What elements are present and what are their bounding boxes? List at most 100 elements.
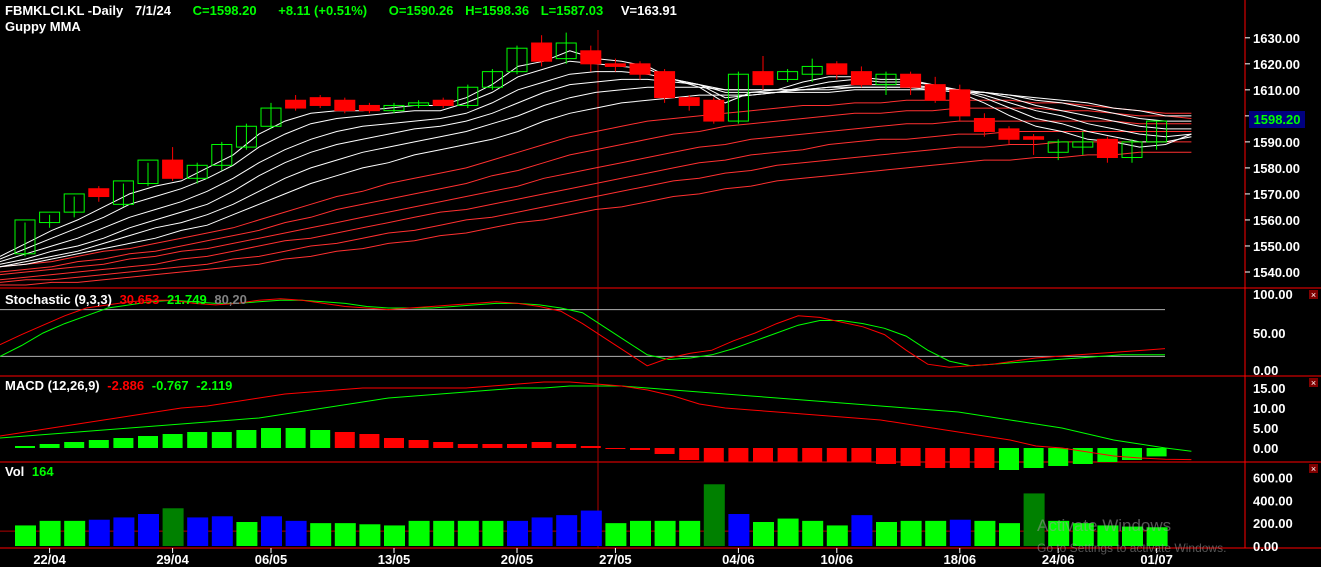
macd-histogram-bar [285, 428, 306, 448]
volume-bar [187, 517, 209, 546]
candle-body [678, 97, 700, 106]
volume-bar [507, 520, 528, 546]
volume-bar [900, 520, 922, 546]
volume-bar [1122, 526, 1143, 546]
price-tick-label: 1550.00 [1253, 239, 1300, 254]
candle-body [604, 63, 626, 67]
low-label: L=1587.03 [541, 3, 604, 18]
macd-histogram-bar [1048, 448, 1069, 466]
volume-close-button[interactable]: × [1309, 464, 1318, 474]
macd-histogram-bar [703, 448, 724, 462]
macd-histogram-bar [580, 446, 601, 448]
close-label: C=1598.20 [193, 3, 257, 18]
stochastic-levels: 80,20 [214, 292, 247, 307]
candle-body [481, 71, 503, 88]
long-mma-line [0, 131, 1192, 281]
macd-histogram-bar [384, 438, 404, 448]
volume-bar [802, 520, 824, 546]
stochastic-k-line [0, 298, 1166, 368]
time-axis: 22/04 29/04 06/05 13/05 20/05 27/05 04/06 10/06… [33, 548, 1173, 567]
candle-body [432, 99, 454, 106]
macd-tick-label: 5.00 [1253, 421, 1278, 436]
time-tick-label: 06/05 [255, 552, 288, 567]
macd-histogram-bar [531, 442, 552, 448]
volume-tick-label: 600.00 [1253, 470, 1293, 485]
volume-bar [949, 519, 971, 546]
guppy-long-mma [0, 99, 1192, 286]
short-mma-line [0, 78, 1192, 265]
candle-body [752, 71, 774, 86]
candle-body [457, 86, 479, 106]
candle-body [211, 143, 233, 166]
macd-histogram-bar [113, 438, 134, 448]
candle-body [531, 42, 553, 62]
volume-bar [679, 520, 701, 546]
volume-bar [457, 520, 479, 546]
volume-bar [433, 520, 455, 546]
macd-histogram-bar [556, 444, 577, 448]
candle-body [777, 71, 799, 80]
volume-bar [876, 522, 897, 546]
stochastic-close-button[interactable]: × [1309, 290, 1318, 300]
time-tick-label: 20/05 [501, 552, 534, 567]
volume-bar [236, 522, 258, 546]
candle-body [727, 73, 749, 122]
high-label: H=1598.36 [465, 3, 529, 18]
stochastic-k-value: 30.653 [120, 292, 160, 307]
volume-bar [1048, 520, 1070, 546]
candle-body [1023, 136, 1045, 140]
price-tick-label: 1540.00 [1253, 265, 1300, 280]
macd-histogram-bar [15, 446, 35, 448]
candle-body [1072, 141, 1094, 148]
candle-body [309, 97, 331, 106]
macd-hist-value: -2.119 [196, 378, 232, 393]
stochastic-tick-label: 100.00 [1253, 287, 1293, 302]
candle-body [260, 107, 282, 127]
price-tick-label: 1630.00 [1253, 31, 1300, 46]
candle-body [285, 99, 307, 109]
macd-histogram-bar [64, 442, 85, 448]
close-icon: × [1311, 378, 1316, 388]
volume-bar [974, 520, 996, 546]
candle-body [1047, 141, 1069, 153]
time-tick-label: 10/06 [821, 552, 854, 567]
candle-body [358, 104, 380, 112]
macd-tick-label: 15.00 [1253, 381, 1286, 396]
macd-close-button[interactable]: × [1309, 378, 1318, 388]
candle-body [162, 159, 184, 179]
candle-body [949, 89, 971, 117]
macd-histogram-bar [949, 448, 970, 468]
candle-body [112, 180, 134, 205]
candle-body [14, 219, 36, 255]
price-tick-label: 1560.00 [1253, 213, 1300, 228]
symbol-label: FBMKLCI.KL -Daily [5, 3, 124, 18]
candle-body [1146, 120, 1168, 143]
volume-bar [1023, 493, 1045, 546]
volume-bar [556, 515, 578, 546]
candlesticks [14, 32, 1168, 257]
candle-body [383, 104, 405, 112]
volume-bar [310, 523, 332, 546]
macd-histogram-bar [679, 448, 700, 460]
candle-body [555, 42, 577, 60]
time-tick-label: 04/06 [722, 552, 755, 567]
long-mma-line [0, 141, 1192, 283]
candle-body [801, 65, 823, 75]
candle-body [826, 63, 848, 75]
candle-body [850, 71, 872, 86]
macd-histogram-bar [457, 444, 478, 448]
stochastic-tick-label: 0.00 [1253, 363, 1278, 378]
time-tick-label: 13/05 [378, 552, 411, 567]
short-mma-line [0, 71, 1192, 263]
volume-bar [654, 520, 676, 546]
volume-title: Vol [5, 464, 24, 479]
volume-panel: 600.00 400.00 200.00 0.00 [0, 470, 1293, 554]
last-price-tag: 1598.20 [1254, 112, 1301, 127]
macd-histogram-bar [826, 448, 847, 462]
macd-histogram-bar [261, 428, 281, 448]
stochastic-d-value: 21.749 [167, 292, 207, 307]
candle-body [900, 73, 922, 88]
study-title: Guppy MMA [5, 19, 81, 34]
